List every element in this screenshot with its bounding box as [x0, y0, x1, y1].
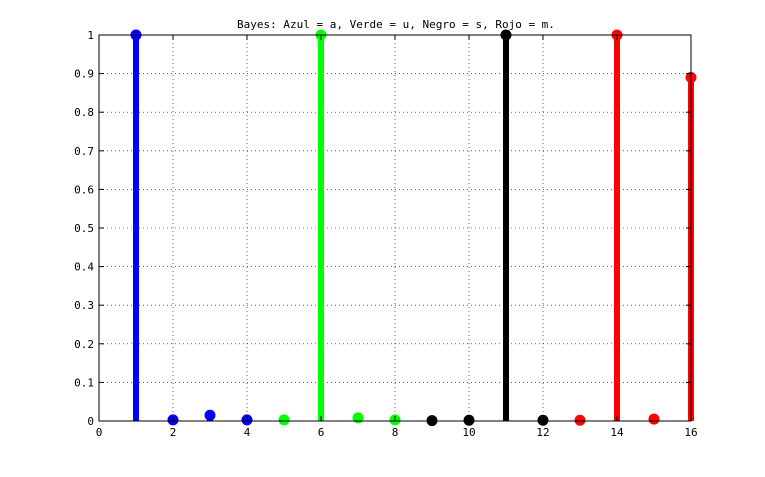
series-3 — [574, 29, 697, 426]
y-tick-label: 0.4 — [74, 261, 94, 274]
y-tick-label: 0 — [87, 415, 94, 428]
stem-marker — [648, 413, 660, 425]
x-tick-label: 4 — [244, 426, 251, 439]
x-tick-label: 16 — [684, 426, 697, 439]
x-tick-label: 12 — [536, 426, 549, 439]
y-tick-label: 0.5 — [74, 222, 94, 235]
y-tick-label: 0.9 — [74, 68, 94, 81]
y-tick-label: 0.1 — [74, 376, 94, 389]
stem-marker — [352, 412, 364, 424]
ticks-layer: 0 2 4 6 8 10 12 14 16 0 0.1 0.2 0.3 0.4 0.5 0.6 0.7 0.8 0.… — [74, 29, 698, 439]
stem-marker — [574, 414, 586, 426]
stem-marker — [278, 414, 290, 426]
y-tick-label: 0.6 — [74, 183, 94, 196]
series-1 — [278, 29, 401, 426]
x-tick-label: 8 — [392, 426, 399, 439]
series-0 — [130, 29, 253, 426]
x-tick-label: 14 — [610, 426, 624, 439]
grid-layer — [99, 35, 691, 421]
stem-marker — [204, 409, 216, 421]
y-tick-label: 0.7 — [74, 145, 94, 158]
stems-layer — [130, 29, 697, 427]
x-tick-label: 0 — [96, 426, 103, 439]
x-tick-label: 2 — [170, 426, 177, 439]
y-tick-label: 0.2 — [74, 338, 94, 351]
chart-title: Bayes: Azul = a, Verde = u, Negro = s, R… — [237, 18, 555, 31]
x-tick-label: 6 — [318, 426, 325, 439]
y-tick-label: 0.3 — [74, 299, 94, 312]
y-tick-label: 0.8 — [74, 106, 94, 119]
x-tick-label: 10 — [462, 426, 475, 439]
y-tick-label: 1 — [87, 29, 94, 42]
